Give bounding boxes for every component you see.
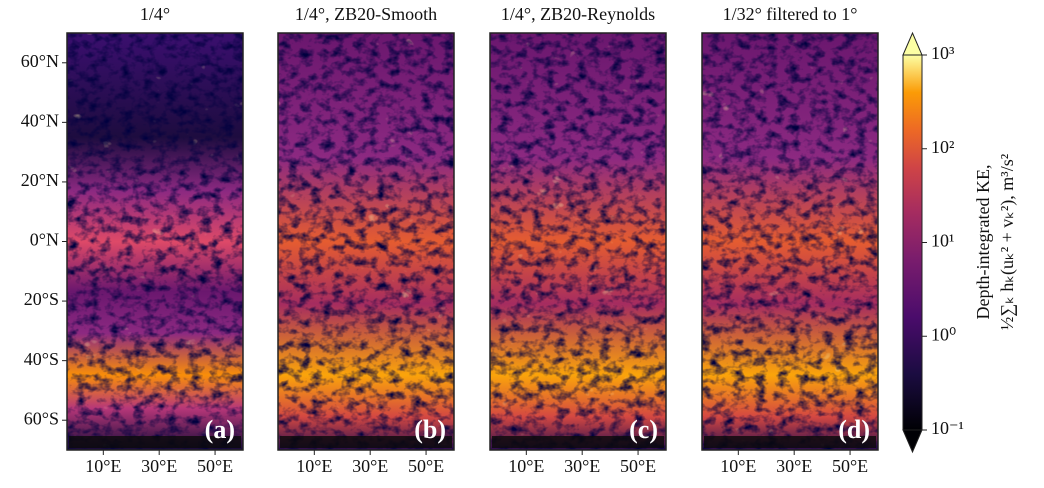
panel-label: (c) (629, 415, 658, 444)
x-tick-label: 30°E (564, 456, 600, 476)
panel-frame (489, 32, 667, 451)
x-tick-label: 10°E (296, 456, 332, 476)
land-mask (704, 436, 876, 448)
panel-title: 1/4°, ZB20-Smooth (295, 4, 437, 24)
colorbar-body (902, 54, 923, 431)
x-tick-label: 10°E (85, 456, 121, 476)
colorbar-tick-label: 10⁻¹ (931, 418, 964, 438)
x-tick-label: 10°E (508, 456, 544, 476)
x-tick-label: 30°E (352, 456, 388, 476)
land-mask (69, 436, 241, 448)
y-tick-label: 60°N (21, 51, 59, 71)
colorbar-tick-label: 10¹ (931, 231, 954, 251)
panel-label: (b) (414, 415, 446, 444)
land-mask (492, 436, 664, 448)
panel-label: (d) (838, 415, 870, 444)
colorbar-tick-label: 10² (931, 137, 954, 157)
panel-label: (a) (205, 415, 235, 444)
y-tick-label: 20°S (24, 289, 59, 309)
heatmap-texture (702, 33, 878, 450)
colorbar-tick-label: 10⁰ (931, 324, 956, 344)
x-tick-label: 30°E (776, 456, 812, 476)
y-tick-label: 20°N (21, 170, 59, 190)
y-tick-label: 40°N (21, 110, 59, 130)
heatmap-texture (490, 33, 666, 450)
panel-title: 1/32° filtered to 1° (723, 4, 858, 24)
panel-title: 1/4°, ZB20-Reynolds (501, 4, 655, 24)
heatmap-texture (278, 33, 454, 450)
y-tick-label: 60°S (24, 408, 59, 428)
x-tick-label: 50°E (408, 456, 444, 476)
x-tick-label: 50°E (620, 456, 656, 476)
heatmap-texture (67, 33, 243, 450)
land-mask (280, 436, 452, 448)
x-tick-label: 30°E (141, 456, 177, 476)
colorbar-extend-min (902, 429, 923, 454)
x-tick-label: 50°E (197, 456, 233, 476)
panel-title: 1/4° (140, 4, 170, 24)
x-tick-label: 10°E (720, 456, 756, 476)
panel-frame (701, 32, 879, 451)
colorbar-extend-max (902, 31, 923, 56)
colorbar-label: ½∑ₖ hₖ(uₖ² + vₖ²), m³/s² (997, 154, 1018, 330)
colorbar-tick-label: 10³ (931, 43, 955, 63)
y-tick-label: 40°S (24, 349, 59, 369)
x-tick-label: 50°E (832, 456, 868, 476)
colorbar-label: Depth-integrated KE, (973, 165, 993, 320)
panel-frame (277, 32, 455, 451)
y-tick-label: 0°N (30, 230, 59, 250)
